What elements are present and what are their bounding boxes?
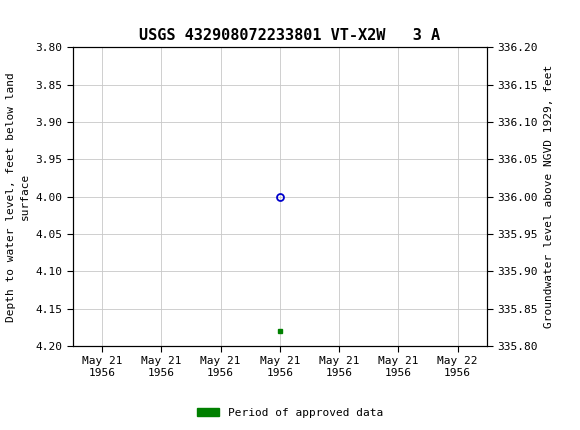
Y-axis label: Depth to water level, feet below land
surface: Depth to water level, feet below land su…	[6, 72, 30, 322]
Text: ≡USGS: ≡USGS	[3, 8, 70, 28]
Y-axis label: Groundwater level above NGVD 1929, feet: Groundwater level above NGVD 1929, feet	[543, 65, 554, 329]
Text: USGS 432908072233801 VT-X2W   3 A: USGS 432908072233801 VT-X2W 3 A	[139, 28, 441, 43]
Legend: Period of approved data: Period of approved data	[193, 403, 387, 422]
